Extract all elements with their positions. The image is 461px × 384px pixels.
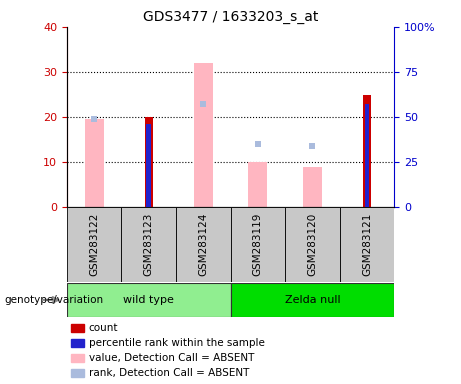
Text: GSM283123: GSM283123 <box>144 213 154 276</box>
Bar <box>363 94 371 207</box>
Bar <box>71 369 84 377</box>
Bar <box>230 283 394 317</box>
Text: count: count <box>89 323 118 333</box>
Bar <box>145 117 153 207</box>
Text: GSM283119: GSM283119 <box>253 213 263 276</box>
Bar <box>340 207 394 282</box>
Text: GSM283121: GSM283121 <box>362 213 372 276</box>
Bar <box>71 354 84 362</box>
Text: genotype/variation: genotype/variation <box>5 295 104 305</box>
Bar <box>71 339 84 347</box>
Text: Zelda null: Zelda null <box>284 295 340 305</box>
Bar <box>147 124 151 207</box>
Title: GDS3477 / 1633203_s_at: GDS3477 / 1633203_s_at <box>143 10 318 25</box>
Bar <box>121 207 176 282</box>
Text: rank, Detection Call = ABSENT: rank, Detection Call = ABSENT <box>89 368 249 378</box>
Bar <box>230 207 285 282</box>
Text: percentile rank within the sample: percentile rank within the sample <box>89 338 265 348</box>
Bar <box>248 162 267 207</box>
Bar <box>71 324 84 332</box>
Bar <box>67 283 230 317</box>
Text: GSM283120: GSM283120 <box>307 213 317 276</box>
Text: GSM283124: GSM283124 <box>198 213 208 276</box>
Bar <box>194 63 213 207</box>
Bar <box>303 167 322 207</box>
Text: GSM283122: GSM283122 <box>89 213 99 276</box>
Bar <box>285 207 340 282</box>
Bar <box>365 104 369 207</box>
Bar <box>176 207 230 282</box>
Text: wild type: wild type <box>123 295 174 305</box>
Bar <box>67 207 121 282</box>
Text: value, Detection Call = ABSENT: value, Detection Call = ABSENT <box>89 353 254 363</box>
Bar <box>84 119 104 207</box>
